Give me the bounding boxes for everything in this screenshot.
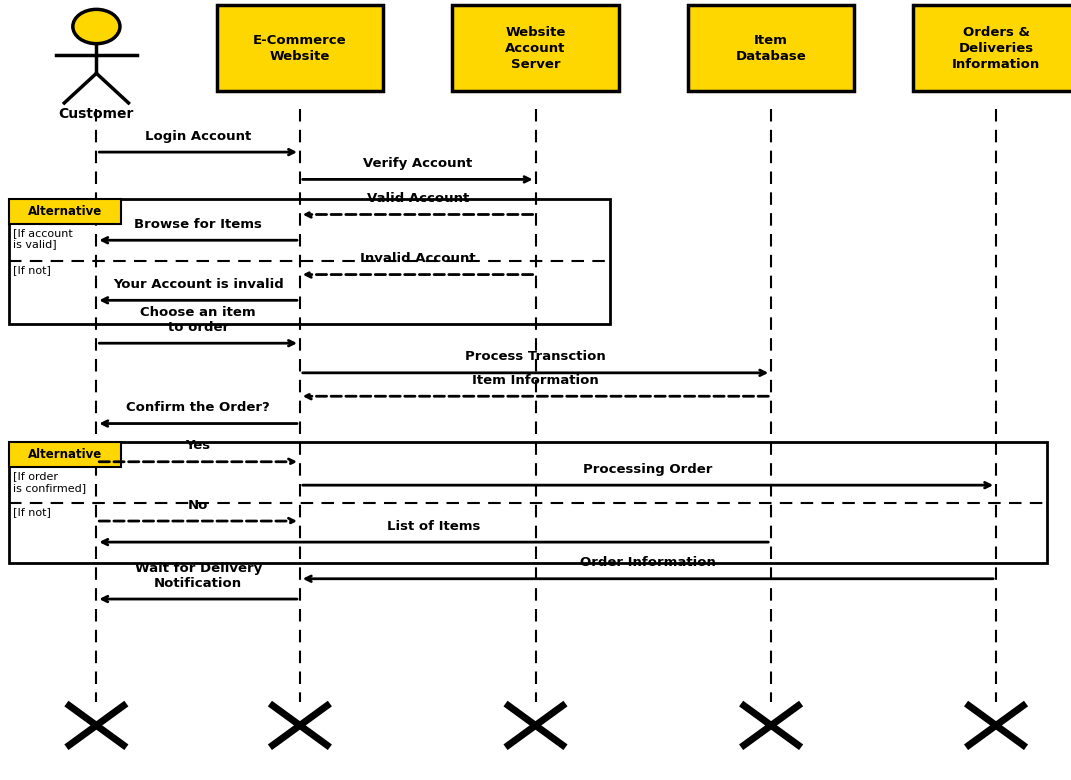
- Text: Orders &
Deliveries
Information: Orders & Deliveries Information: [952, 26, 1040, 71]
- Text: Invalid Account: Invalid Account: [360, 252, 476, 265]
- Text: Yes: Yes: [185, 439, 211, 452]
- Text: Order Information: Order Information: [580, 556, 715, 569]
- Bar: [9, 442, 1047, 563]
- Bar: [9, 199, 610, 324]
- Text: [If account
is valid]: [If account is valid]: [13, 228, 73, 250]
- Text: Choose an item
to order: Choose an item to order: [140, 306, 256, 334]
- Text: No: No: [187, 498, 209, 512]
- FancyBboxPatch shape: [9, 199, 121, 224]
- FancyBboxPatch shape: [217, 5, 383, 91]
- Text: Verify Account: Verify Account: [363, 157, 472, 170]
- Text: Item Information: Item Information: [472, 374, 599, 387]
- Text: [If order
is confirmed]: [If order is confirmed]: [13, 471, 86, 493]
- Circle shape: [73, 9, 120, 44]
- Text: Item
Database: Item Database: [736, 34, 806, 63]
- Text: Processing Order: Processing Order: [584, 463, 712, 476]
- Text: Alternative: Alternative: [28, 205, 102, 218]
- Text: Alternative: Alternative: [28, 448, 102, 461]
- Text: Customer: Customer: [59, 107, 134, 121]
- Text: Login Account: Login Account: [145, 129, 252, 143]
- Text: E-Commerce
Website: E-Commerce Website: [253, 34, 347, 63]
- FancyBboxPatch shape: [9, 442, 121, 467]
- FancyBboxPatch shape: [912, 5, 1071, 91]
- Text: [If not]: [If not]: [13, 265, 50, 275]
- Text: [If not]: [If not]: [13, 507, 50, 517]
- FancyBboxPatch shape: [688, 5, 855, 91]
- Text: Your Account is invalid: Your Account is invalid: [112, 278, 284, 291]
- FancyBboxPatch shape: [453, 5, 619, 91]
- Text: Wait for Delivery
Notification: Wait for Delivery Notification: [135, 562, 261, 590]
- Text: List of Items: List of Items: [387, 519, 481, 533]
- Text: Website
Account
Server: Website Account Server: [506, 26, 565, 71]
- Text: Valid Account: Valid Account: [366, 192, 469, 205]
- Text: Process Transction: Process Transction: [465, 350, 606, 363]
- Text: Confirm the Order?: Confirm the Order?: [126, 401, 270, 414]
- Text: Browse for Items: Browse for Items: [134, 218, 262, 231]
